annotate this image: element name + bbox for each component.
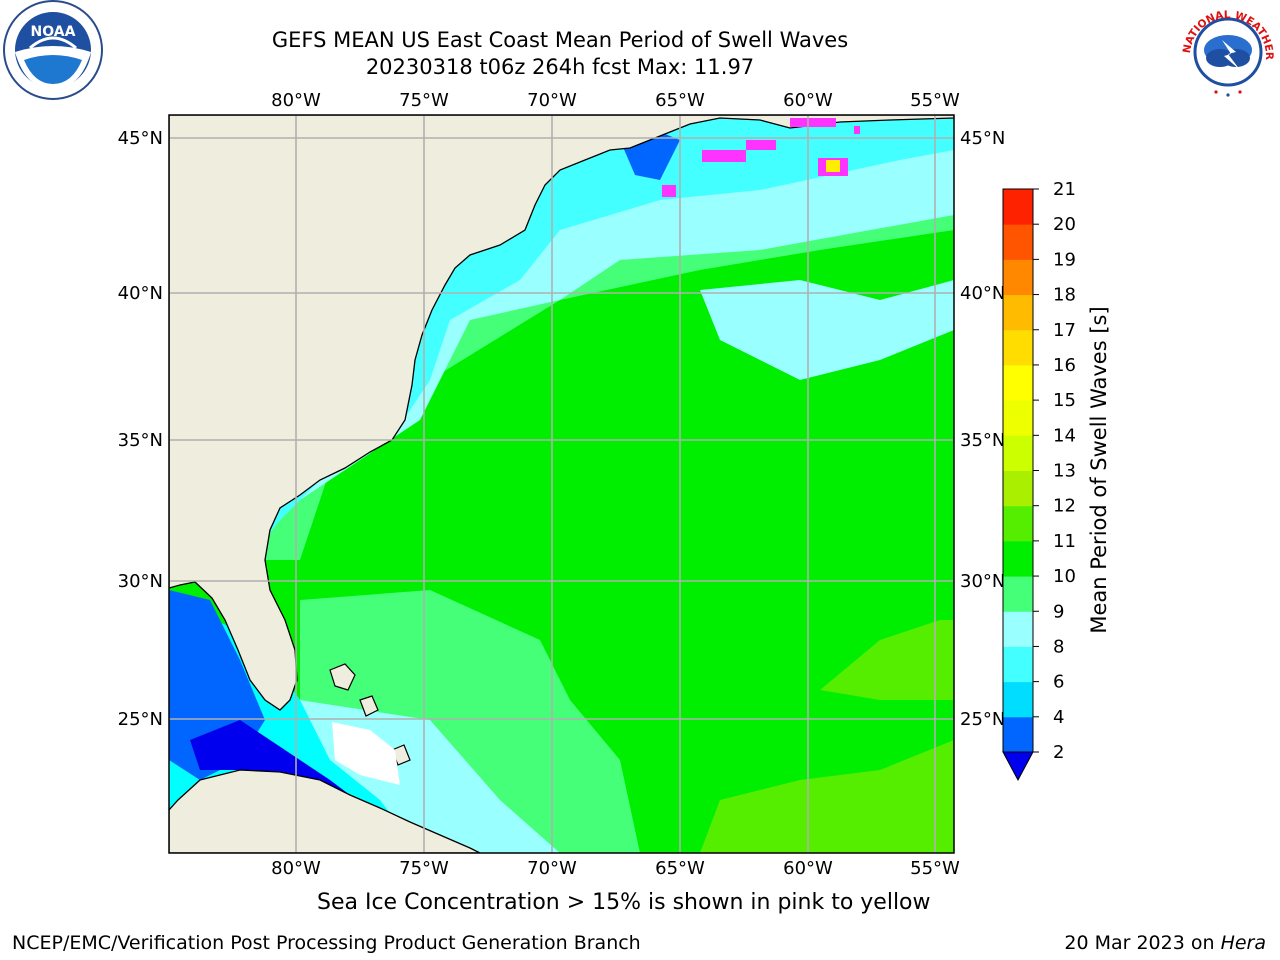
- colorbar-segment: [1003, 364, 1033, 401]
- longitude-label: 70°W: [527, 90, 577, 111]
- colorbar-segment: [1003, 576, 1033, 612]
- latitude-label: 40°N: [118, 283, 163, 304]
- swell-band-lighter-green-east: [820, 620, 954, 700]
- graticule: [169, 115, 954, 853]
- longitude-label: 80°W: [271, 90, 321, 111]
- sea-ice-cell: [790, 118, 836, 127]
- colorbar-segment: [1003, 470, 1033, 507]
- colorbar-segment: [1003, 540, 1033, 577]
- longitude-labels-bottom: 80°W 75°W 70°W 65°W 60°W 55°W: [271, 858, 960, 879]
- colorbar-tick-label: 4: [1053, 707, 1064, 728]
- colorbar-segment: [1003, 611, 1033, 647]
- colorbar-tick-label: 13: [1053, 461, 1076, 482]
- colorbar-tick-label: 8: [1053, 636, 1064, 657]
- colorbar-tick-label: 19: [1053, 249, 1076, 270]
- colorbar-tick-label: 12: [1053, 496, 1076, 517]
- colorbar-segment: [1003, 224, 1033, 260]
- noaa-logo: NOAA: [3, 0, 103, 100]
- colorbar: 2 4 6 8 9 10 11 12 13 14 15 16 17 18 19 20 21: [1002, 179, 1076, 782]
- sea-ice-cell: [854, 126, 860, 134]
- land-north-america: [169, 115, 954, 711]
- land-cuba: [169, 769, 481, 853]
- credit-text: NCEP/EMC/Verification Post Processing Pr…: [12, 932, 641, 954]
- longitude-labels-top: 80°W 75°W 70°W 65°W 60°W 55°W: [271, 90, 960, 111]
- longitude-label: 60°W: [783, 90, 833, 111]
- longitude-label: 55°W: [910, 90, 960, 111]
- colorbar-segment: [1003, 259, 1033, 296]
- latitude-label: 45°N: [960, 128, 1005, 149]
- colorbar-under-arrow: [1002, 751, 1034, 782]
- latitude-label: 30°N: [118, 571, 163, 592]
- colorbar-segment: [1003, 646, 1033, 683]
- swell-band-lighter-green: [700, 740, 954, 853]
- colorbar-segment: [1003, 505, 1033, 542]
- swell-band-under-range: [190, 720, 350, 795]
- date-stamp: 20 Mar 2023 on Hera: [1064, 932, 1266, 954]
- colorbar-segment: [1003, 716, 1033, 753]
- colorbar-segment: [1003, 400, 1033, 436]
- latitude-label: 45°N: [118, 128, 163, 149]
- sea-ice-cell: [702, 150, 746, 162]
- colorbar-segment: [1003, 294, 1033, 331]
- colorbar-segment: [1003, 189, 1033, 225]
- sea-ice-cell-high: [826, 160, 840, 172]
- colorbar-segment: [1003, 329, 1033, 366]
- date-text: 20 Mar 2023 on: [1064, 932, 1221, 954]
- ice-free-shoal: [332, 722, 400, 785]
- chart-title: GEFS MEAN US East Coast Mean Period of S…: [271, 28, 849, 52]
- latitude-label: 35°N: [118, 430, 163, 451]
- colorbar-tick-label: 11: [1053, 531, 1076, 552]
- colorbar-tick-label: 15: [1053, 390, 1076, 411]
- latitude-label: 25°N: [960, 709, 1005, 730]
- colorbar-segment: [1003, 681, 1033, 718]
- sea-ice-cell: [746, 140, 776, 150]
- longitude-label: 75°W: [399, 90, 449, 111]
- chart-subtitle: 20230318 t06z 264h fcst Max: 11.97: [365, 55, 755, 79]
- latitude-label: 25°N: [118, 709, 163, 730]
- colorbar-label: Mean Period of Swell Waves [s]: [1087, 306, 1111, 633]
- colorbar-tick-label: 2: [1053, 742, 1064, 763]
- longitude-label: 65°W: [655, 90, 705, 111]
- map-frame: [168, 114, 955, 854]
- longitude-label: 80°W: [271, 858, 321, 879]
- noaa-logo-text: NOAA: [31, 24, 76, 40]
- latitude-label: 40°N: [960, 283, 1005, 304]
- colorbar-tick-label: 16: [1053, 355, 1076, 376]
- longitude-label: 65°W: [655, 858, 705, 879]
- colorbar-tick-label: 21: [1053, 179, 1076, 200]
- latitude-labels-right: 45°N 40°N 35°N 30°N 25°N: [960, 128, 1005, 730]
- colorbar-tick-label: 17: [1053, 320, 1076, 341]
- longitude-label: 70°W: [527, 858, 577, 879]
- colorbar-tick-label: 6: [1053, 672, 1064, 693]
- sea-ice-cell: [662, 185, 676, 197]
- longitude-label: 60°W: [783, 858, 833, 879]
- colorbar-tick-label: 20: [1053, 214, 1076, 235]
- colorbar-tick-label: 9: [1053, 601, 1064, 622]
- swell-band-pale-cyan-east: [700, 280, 954, 380]
- colorbar-segment: [1003, 435, 1033, 471]
- longitude-label: 55°W: [910, 858, 960, 879]
- latitude-label: 30°N: [960, 571, 1005, 592]
- colorbar-tick-label: 18: [1053, 285, 1076, 306]
- latitude-label: 35°N: [960, 430, 1005, 451]
- colorbar-tick-label: 14: [1053, 425, 1076, 446]
- machine-name: Hera: [1220, 932, 1266, 954]
- colorbar-tick-label: 10: [1053, 566, 1076, 587]
- longitude-label: 75°W: [399, 858, 449, 879]
- latitude-labels-left: 45°N 40°N 35°N 30°N 25°N: [118, 128, 163, 730]
- sea-ice-note: Sea Ice Concentration > 15% is shown in …: [317, 890, 931, 915]
- nws-logo: NATIONAL WEATHER SERVICE: [1176, 0, 1278, 102]
